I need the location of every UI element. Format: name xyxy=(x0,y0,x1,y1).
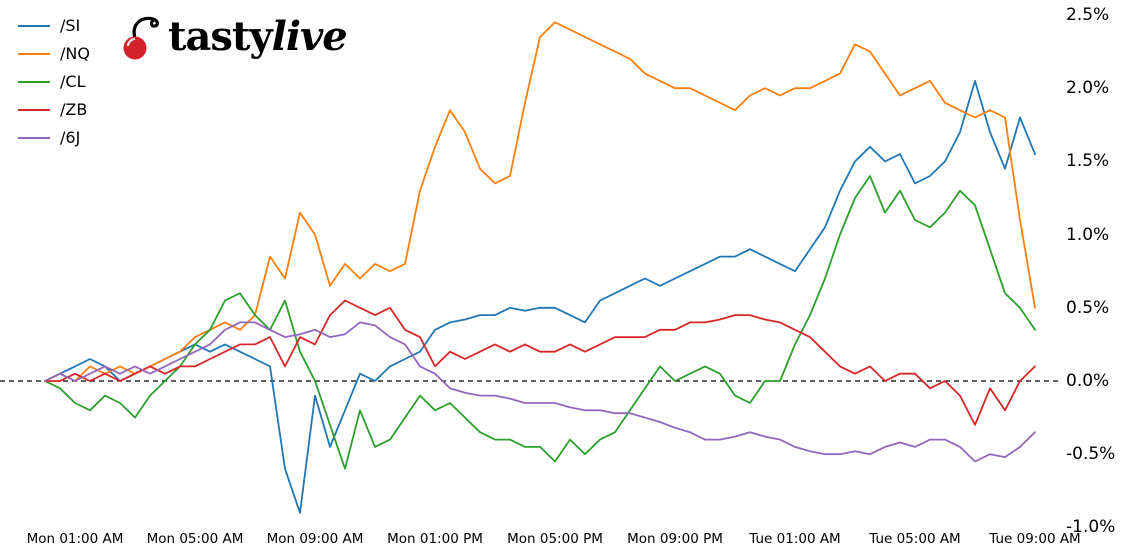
y-tick-label: 2.0% xyxy=(1066,78,1110,99)
series-line-zb xyxy=(44,299,1036,426)
y-tick-label: 0.5% xyxy=(1066,297,1110,318)
legend-label: /ZB xyxy=(60,100,88,119)
legend-label: /CL xyxy=(60,72,86,91)
x-tick-label: Mon 01:00 PM xyxy=(387,531,483,547)
brand-wordmark: tastylive xyxy=(168,17,348,57)
x-tick-label: Tue 09:00 AM xyxy=(989,531,1081,547)
series-line-si xyxy=(44,80,1036,514)
series-line-cl xyxy=(44,175,1036,470)
legend-item-si: /SI xyxy=(18,12,90,40)
y-tick-label: -1.0% xyxy=(1066,517,1116,538)
brand-live: live xyxy=(271,13,348,60)
series-line-nq xyxy=(44,21,1036,382)
chart-legend: /SI/NQ/CL/ZB/6J xyxy=(18,12,90,152)
x-tick-label: Tue 05:00 AM xyxy=(869,531,961,547)
legend-item-nq: /NQ xyxy=(18,40,90,68)
legend-label: /SI xyxy=(60,16,81,35)
cherry-icon xyxy=(123,16,160,60)
legend-line-swatch xyxy=(18,25,50,27)
x-tick-label: Mon 09:00 PM xyxy=(627,531,723,547)
y-tick-label: 0.0% xyxy=(1066,371,1110,391)
x-tick-label: Mon 05:00 AM xyxy=(146,531,244,547)
legend-item-6j: /6J xyxy=(18,124,90,152)
series-line-6j xyxy=(44,321,1036,463)
y-tick-label: 2.5% xyxy=(1066,5,1110,25)
y-tick-label: -0.5% xyxy=(1066,444,1116,465)
legend-line-swatch xyxy=(18,81,50,83)
x-tick-label: Mon 01:00 AM xyxy=(26,531,124,547)
brand-tasty: tasty xyxy=(168,13,273,60)
legend-item-cl: /CL xyxy=(18,68,90,96)
legend-line-swatch xyxy=(18,137,50,139)
legend-line-swatch xyxy=(18,53,50,55)
y-tick-label: 1.5% xyxy=(1066,151,1110,172)
y-tick-label: 1.0% xyxy=(1066,224,1110,245)
legend-label: /6J xyxy=(60,128,81,147)
legend-label: /NQ xyxy=(60,44,90,63)
x-tick-label: Mon 09:00 AM xyxy=(266,531,364,547)
legend-item-zb: /ZB xyxy=(18,96,90,124)
x-tick-label: Tue 01:00 AM xyxy=(749,531,841,547)
tastylive-logo: tastylive xyxy=(120,12,348,62)
x-tick-label: Mon 05:00 PM xyxy=(507,531,603,547)
legend-line-swatch xyxy=(18,109,50,111)
